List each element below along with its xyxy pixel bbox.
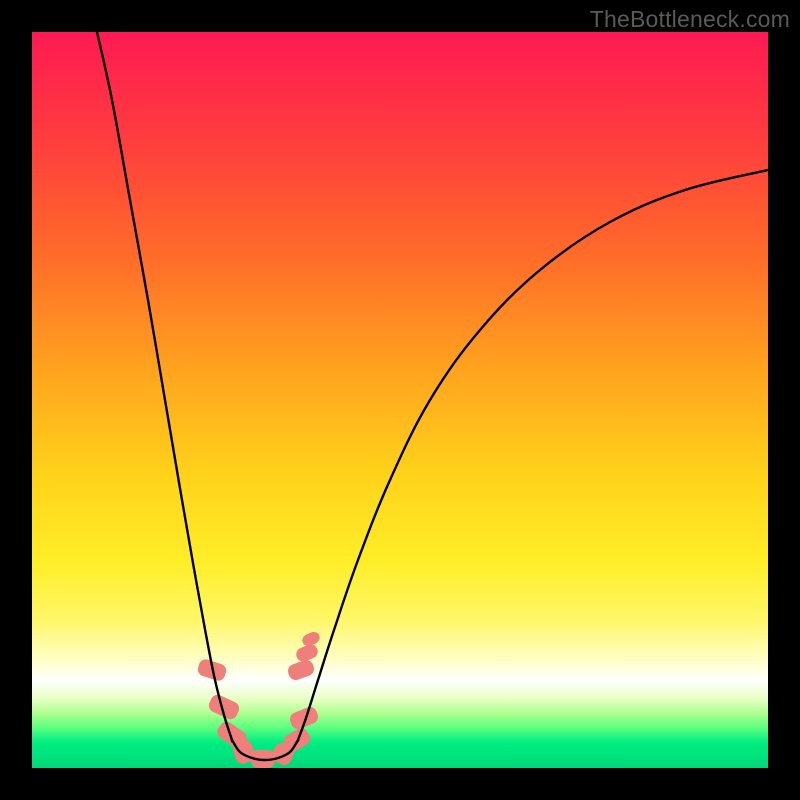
bottleneck-chart	[0, 0, 800, 800]
watermark-text: TheBottleneck.com	[590, 6, 790, 33]
plot-background	[32, 32, 768, 768]
